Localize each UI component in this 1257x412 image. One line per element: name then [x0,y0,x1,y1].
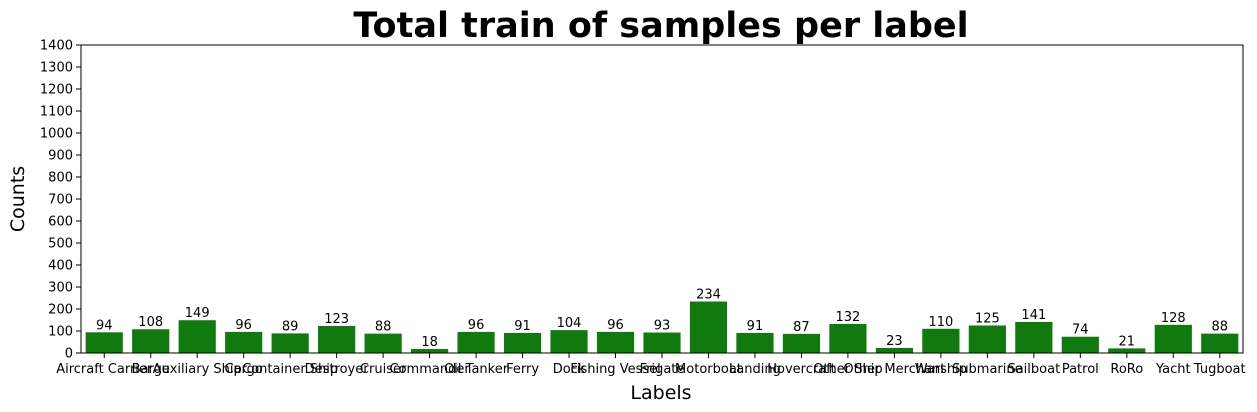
bar-value-label: 88 [1211,320,1228,335]
x-tick-label: Sailboat [1007,362,1060,377]
bar [271,333,309,353]
plot-frame [80,44,1244,354]
x-tick-label: Other Ship [813,362,882,377]
y-tick-label: 1200 [40,83,73,98]
y-tick-label: 1400 [40,39,73,54]
bar [596,331,635,353]
x-tick-label: Auxiliary Ship [153,362,242,377]
bar [318,325,356,353]
x-tick-label: Oil Tanker [444,362,509,377]
bar-value-label: 23 [886,334,903,349]
bar-value-label: 93 [654,319,671,334]
x-tick-label: Other Merchant [843,362,945,377]
y-tick-label: 800 [48,171,73,186]
bar-value-label: 234 [696,288,721,303]
bar [782,333,821,353]
bars [85,301,1239,353]
x-tick-label: Ferry [506,362,539,377]
bar [1015,321,1053,353]
bar-value-label: 96 [468,318,485,333]
x-tick-label: Yacht [1155,362,1191,377]
x-tick-label: Motorboat [675,362,742,377]
x-tick-label: Frigate [640,362,685,377]
bar [132,329,170,353]
y-tick-label: 1000 [40,127,73,142]
bar-value-label: 91 [514,319,531,334]
bar [411,349,449,353]
bar-value-label: 125 [975,312,1000,327]
x-tick-label: Destroyer [305,362,370,377]
x-tick-label: RoRo [1110,362,1143,377]
bar-value-label: 74 [1072,323,1089,338]
x-tick-label: Cargo [224,362,262,377]
x-tick-label: Hovercraft [767,362,835,377]
bar-value-label: 96 [607,318,624,333]
bar [364,333,402,353]
x-tick-label: Tugboat [1193,362,1246,377]
bar [922,328,960,353]
y-tick-label: 500 [48,237,73,252]
y-tick-label: 200 [48,303,73,318]
bar [225,331,263,353]
y-tick-label: 600 [48,215,73,230]
chart-title: Total train of samples per label [353,6,968,46]
bar [829,323,867,353]
x-tick-label: Fishing Vessel [570,362,660,377]
bar-value-label: 132 [836,310,861,325]
bar-value-label: 87 [793,320,810,335]
bar [736,332,774,353]
y-tick-label: 900 [48,149,73,164]
bar [1154,324,1192,353]
y-tick-label: 1100 [40,105,73,120]
x-tick-label: Container Ship [242,362,338,377]
bar [1108,348,1146,353]
bar [178,320,216,353]
bar [875,347,913,353]
bar [503,332,542,353]
bar-value-label: 88 [375,320,392,335]
bar-value-label: 94 [96,318,113,333]
x-tick-label: Aircraft Carrier [56,362,153,377]
bar [643,332,681,353]
y-tick-label: 100 [48,325,73,340]
bar-value-label: 128 [1161,311,1186,326]
bar [85,332,123,353]
bar-value-label: 108 [138,315,163,330]
bar [457,331,495,353]
bar-value-label: 141 [1021,308,1046,323]
x-tick-label: Warship [915,362,967,377]
bar-value-label: 96 [235,318,252,333]
y-axis-label: Counts [7,166,29,232]
y-tick-label: 0 [65,347,73,362]
bar [550,330,588,353]
x-tick-label: Dock [553,362,586,377]
data-labels: 94 108 149 96 89 123 88 18 96 91 104 96 93 234 91 87 132… [96,288,1228,351]
x-axis-label: Labels [630,382,691,404]
x-tick-label: Barge [132,362,170,377]
bar-value-label: 123 [324,312,349,327]
bar-value-label: 21 [1119,334,1136,349]
bar-value-label: 18 [421,335,438,350]
y-axis: 0 100 200 300 400 500 600 700 800 900 1000 1100 1200… [40,39,81,362]
bar-value-label: 104 [557,316,582,331]
bar-value-label: 149 [185,306,210,321]
bar [1061,336,1099,353]
bar [968,325,1006,353]
x-tick-label: Cruiser [360,362,407,377]
y-tick-label: 700 [48,193,73,208]
bar [689,301,728,353]
bar-value-label: 110 [928,315,953,330]
y-tick-label: 400 [48,259,73,274]
bar-value-label: 91 [747,319,764,334]
bar [1201,333,1239,353]
y-tick-label: 1300 [40,61,73,76]
x-tick-label: Submarine [952,362,1023,377]
y-tick-label: 300 [48,281,73,296]
x-tick-label: Landing [729,362,781,377]
x-tick-label: Commander [390,362,471,377]
bar-value-label: 89 [282,319,299,334]
x-tick-label: Patrol [1062,362,1099,377]
